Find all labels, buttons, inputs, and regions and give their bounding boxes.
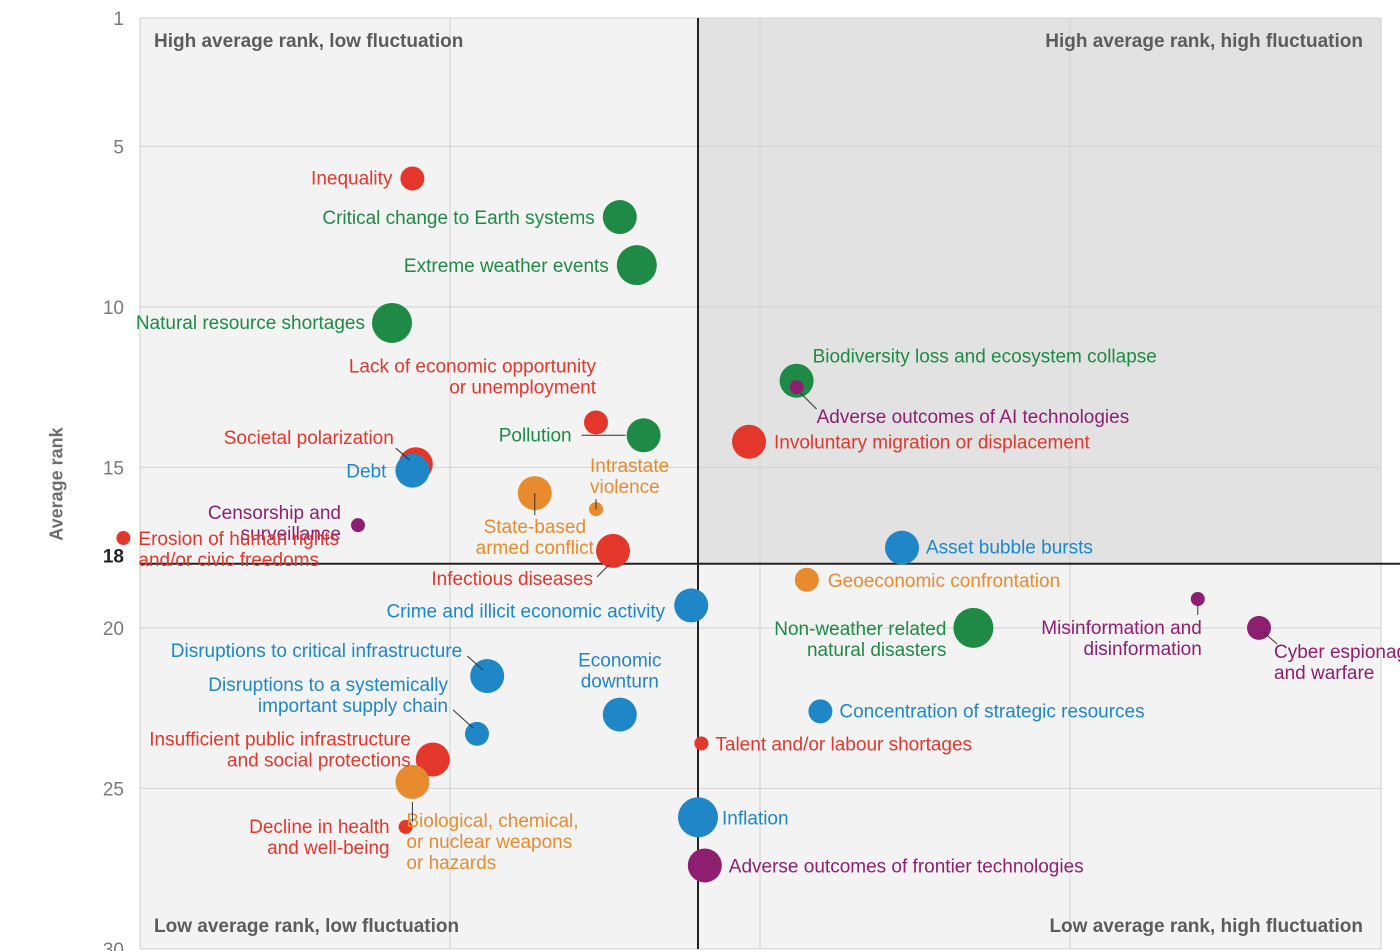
point-critical-change-to-earth-systems bbox=[602, 200, 637, 235]
point-label-adverse-outcomes-of-ai-technologies: Adverse outcomes of AI technologies bbox=[817, 407, 1130, 428]
point-label-critical-change-to-earth-systems: Critical change to Earth systems bbox=[322, 208, 594, 229]
quadrant-label-bottom-right: Low average rank, high fluctuation bbox=[1049, 916, 1363, 937]
point-extreme-weather-events bbox=[616, 245, 657, 286]
point-pollution bbox=[626, 418, 661, 453]
y-tick-label: 1 bbox=[113, 9, 124, 30]
leader-line-cyber-espionage-and-warfare bbox=[1262, 631, 1278, 645]
point-geoeconomic-confrontation bbox=[794, 567, 819, 592]
point-label-geoeconomic-confrontation: Geoeconomic confrontation bbox=[828, 571, 1060, 592]
y-tick-label: 5 bbox=[113, 137, 124, 158]
point-economic-downturn bbox=[602, 697, 637, 732]
point-label-state-based-armed-conflict: State-based armed conflict bbox=[476, 517, 595, 559]
point-label-societal-polarization: Societal polarization bbox=[224, 428, 394, 449]
point-label-infectious-diseases: Infectious diseases bbox=[431, 569, 593, 590]
point-label-pollution: Pollution bbox=[499, 425, 572, 446]
y-axis-title: Average rank bbox=[46, 427, 67, 541]
point-inequality bbox=[400, 166, 425, 191]
quadrant-label-top-left: High average rank, low fluctuation bbox=[154, 31, 463, 52]
point-concentration-of-strategic-resources bbox=[808, 699, 833, 724]
point-censorship-and-surveillance bbox=[351, 518, 365, 533]
y-threshold-label: 18 bbox=[103, 547, 124, 568]
point-label-talent-and-or-labour-shortages: Talent and/or labour shortages bbox=[715, 734, 972, 755]
point-label-concentration-of-strategic-resources: Concentration of strategic resources bbox=[839, 701, 1144, 722]
point-label-biodiversity-loss-and-ecosystem-collapse: Biodiversity loss and ecosystem collapse bbox=[813, 347, 1157, 368]
point-label-extreme-weather-events: Extreme weather events bbox=[404, 256, 609, 277]
point-lack-of-economic-opportunity-or-unemployment bbox=[584, 410, 608, 435]
y-tick-label: 30 bbox=[103, 940, 124, 951]
point-involuntary-migration-or-displacement bbox=[732, 424, 766, 459]
point-asset-bubble-bursts bbox=[885, 530, 919, 565]
quadrant-label-top-right: High average rank, high fluctuation bbox=[1045, 31, 1363, 52]
point-label-cyber-espionage-and-warfare: Cyber espionageand warfare bbox=[1274, 642, 1400, 684]
point-label-economic-downturn: Economic downturn bbox=[578, 651, 661, 693]
quadrant-label-bottom-left: Low average rank, low fluctuation bbox=[154, 916, 459, 937]
point-adverse-outcomes-of-frontier-technologies bbox=[687, 848, 722, 883]
point-label-misinformation-and-disinformation: Misinformation and disinformation bbox=[1041, 618, 1202, 660]
point-label-disruptions-to-critical-infrastructure: Disruptions to critical infrastructure bbox=[171, 641, 462, 662]
point-adverse-outcomes-of-ai-technologies bbox=[789, 380, 804, 395]
point-biological-chemical-or-nuclear-weapons-or-hazards bbox=[395, 764, 430, 799]
point-label-inequality: Inequality bbox=[311, 169, 393, 190]
leader-line-disruptions-to-a-systemically-important-supply-chain bbox=[452, 709, 474, 729]
point-misinformation-and-disinformation bbox=[1190, 592, 1205, 607]
point-label-disruptions-to-a-systemically-important-supply-chain: Disruptions to a systemically important s… bbox=[208, 675, 448, 717]
point-label-insufficient-public-infrastructure-and-social-protections: Insufficient public infrastructure and so… bbox=[149, 730, 411, 772]
point-label-debt: Debt bbox=[346, 462, 387, 483]
point-label-non-weather-related-natural-disasters: Non-weather related natural disasters bbox=[774, 619, 946, 661]
point-decline-in-health-and-well-being bbox=[398, 819, 413, 834]
point-infectious-diseases bbox=[596, 533, 630, 568]
point-disruptions-to-a-systemically-important-supply-chain bbox=[465, 721, 489, 746]
point-talent-and-or-labour-shortages bbox=[694, 736, 709, 751]
point-label-erosion-of-human-rights-and-or-civic-freedoms: Erosion of human rights and/or civic free… bbox=[138, 529, 339, 571]
point-crime-and-illicit-economic-activity bbox=[674, 588, 709, 623]
point-label-asset-bubble-bursts: Asset bubble bursts bbox=[926, 538, 1093, 559]
y-tick-label: 15 bbox=[103, 458, 124, 479]
point-inflation bbox=[678, 797, 718, 838]
point-label-involuntary-migration-or-displacement: Involuntary migration or displacement bbox=[774, 433, 1090, 454]
point-label-inflation: Inflation bbox=[722, 808, 789, 829]
y-tick-label: 10 bbox=[103, 298, 124, 319]
leader-line-societal-polarization bbox=[395, 447, 411, 461]
leader-line-infectious-diseases bbox=[596, 564, 610, 578]
point-insufficient-public-infrastructure-and-social-protections bbox=[415, 742, 450, 777]
point-disruptions-to-critical-infrastructure bbox=[470, 659, 505, 694]
point-debt bbox=[395, 453, 430, 488]
point-label-biological-chemical-or-nuclear-weapons-or-hazards: Biological, chemical, or nuclear weapons o… bbox=[406, 811, 578, 874]
point-label-natural-resource-shortages: Natural resource shortages bbox=[136, 313, 365, 334]
point-label-decline-in-health-and-well-being: Decline in health and well-being bbox=[249, 817, 389, 859]
point-erosion-of-human-rights-and-or-civic-freedoms bbox=[116, 531, 131, 546]
point-non-weather-related-natural-disasters bbox=[953, 607, 994, 648]
point-label-intrastate-violence: Intrastate violence bbox=[590, 456, 669, 498]
y-tick-label: 20 bbox=[103, 619, 124, 640]
point-label-lack-of-economic-opportunity-or-unemployment: Lack of economic opportunity or unemploym… bbox=[349, 356, 597, 398]
point-label-crime-and-illicit-economic-activity: Crime and illicit economic activity bbox=[386, 601, 665, 622]
point-natural-resource-shortages bbox=[372, 302, 412, 343]
point-label-censorship-and-surveillance: Censorship and surveillance bbox=[208, 503, 341, 545]
leader-line-adverse-outcomes-of-ai-technologies bbox=[800, 392, 817, 410]
point-label-adverse-outcomes-of-frontier-technologies: Adverse outcomes of frontier technologie… bbox=[729, 856, 1084, 877]
quadrant-high-rank-high-fluctuation-shade bbox=[698, 18, 1381, 564]
y-tick-label: 25 bbox=[103, 779, 124, 800]
leader-line-disruptions-to-critical-infrastructure bbox=[466, 655, 484, 671]
